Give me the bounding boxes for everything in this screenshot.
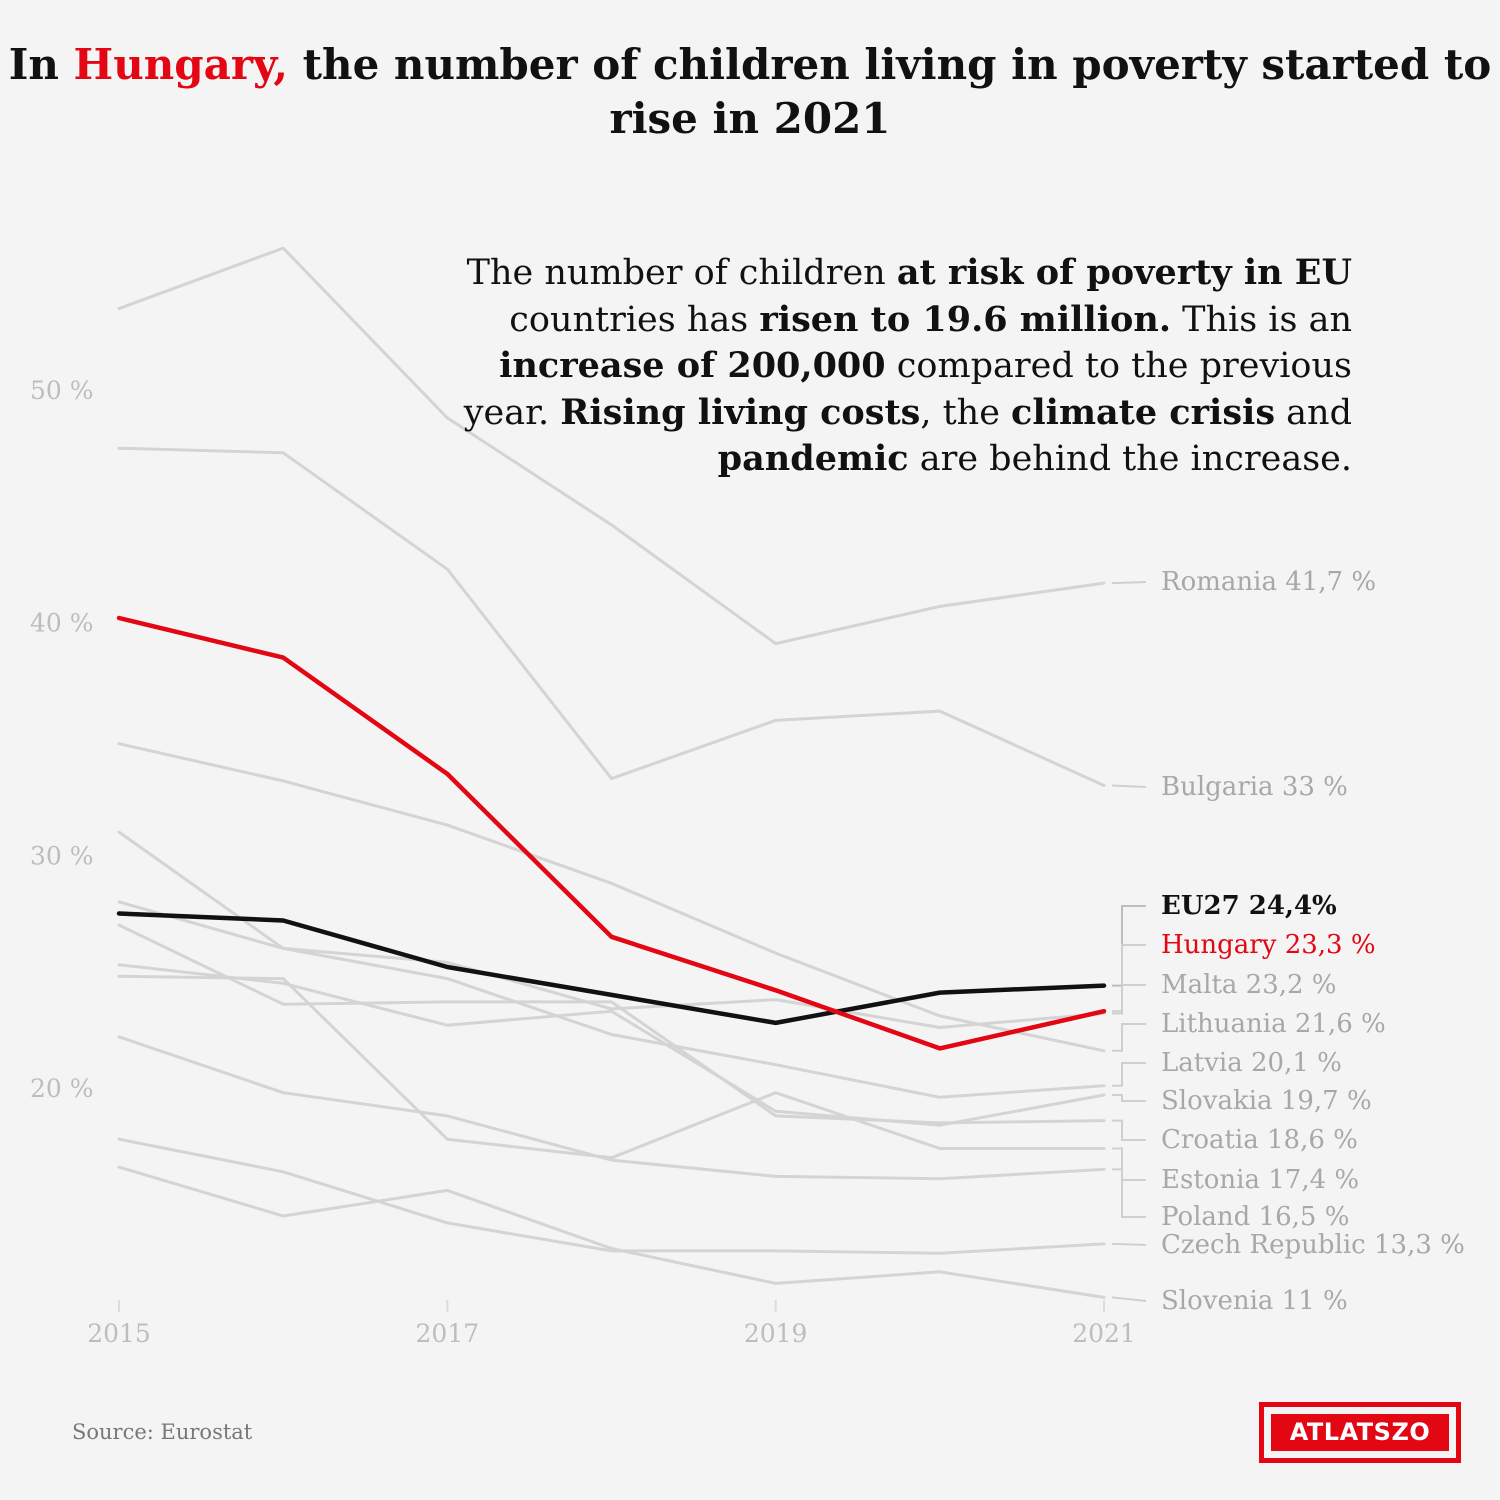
series-line-slovakia — [117, 963, 1106, 1127]
annotation-bold: Rising living costs — [560, 391, 921, 433]
x-tick-label: 2015 — [87, 1319, 151, 1348]
y-tick-label: 50 % — [30, 376, 94, 405]
connector-estonia — [1112, 1147, 1146, 1181]
label-slovenia: Slovenia 11 % — [1161, 1286, 1348, 1316]
connector-hungary — [1112, 944, 1146, 1013]
x-tick-label: 2017 — [416, 1319, 480, 1348]
y-axis: 20 % 30 % 40 % 50 % — [30, 376, 94, 1103]
connector-czech-republic — [1111, 1242, 1147, 1246]
series-line-eu27 — [116, 911, 1107, 1026]
annotation-bold: risen to 19.6 million. — [759, 298, 1172, 340]
label-estonia: Estonia 17,4 % — [1161, 1165, 1359, 1195]
country-lines — [117, 246, 1106, 1299]
atlatszo-logo: ATLATSZO — [1259, 1402, 1461, 1463]
highlight-lines — [116, 615, 1107, 1051]
annotation-bold: increase of 200,000 — [499, 345, 886, 386]
connector-slovakia — [1112, 1094, 1146, 1102]
chart-title: In Hungary, the number of children livin… — [0, 38, 1500, 146]
annotation-bold: pandemic — [717, 438, 909, 479]
label-romania: Romania 41,7 % — [1161, 567, 1376, 597]
label-latvia: Latvia 20,1 % — [1161, 1048, 1342, 1078]
series-line-croatia — [117, 923, 1106, 1125]
annotation-bold: climate crisis — [1011, 391, 1276, 433]
label-malta: Malta 23,2 % — [1161, 970, 1337, 1000]
label-poland: Poland 16,5 % — [1161, 1202, 1349, 1232]
annotation-part: are behind the increase. — [908, 439, 1352, 479]
logo-text: ATLATSZO — [1271, 1414, 1449, 1451]
connector-croatia — [1112, 1119, 1146, 1141]
label-eu27: EU27 24,4% — [1161, 891, 1337, 921]
connector-lithuania — [1112, 1023, 1146, 1052]
series-line-bulgaria — [117, 446, 1106, 787]
series-line-lithuania — [117, 742, 1106, 1053]
y-tick-label: 20 % — [30, 1074, 94, 1103]
y-tick-label: 40 % — [30, 609, 94, 638]
label-bulgaria: Bulgaria 33 % — [1161, 772, 1348, 802]
title-highlight: Hungary, — [73, 40, 289, 89]
label-slovakia: Slovakia 19,7 % — [1161, 1086, 1372, 1116]
annotation-part: , the — [920, 392, 1012, 433]
connector-romania — [1111, 581, 1147, 585]
title-rest: the number of children living in poverty… — [302, 40, 1492, 143]
x-tick-label: 2021 — [1072, 1319, 1136, 1348]
label-lithuania: Lithuania 21,6 % — [1161, 1009, 1386, 1039]
connector-bulgaria — [1111, 784, 1147, 788]
annotation-part: and — [1275, 392, 1352, 433]
annotation-text: The number of children at risk of povert… — [452, 250, 1352, 483]
label-connectors — [1111, 581, 1147, 1302]
connector-slovenia — [1111, 1296, 1147, 1302]
series-line-slovenia — [117, 1165, 1106, 1299]
title-prefix: In — [8, 40, 59, 89]
x-axis: 2015 2017 2019 2021 — [87, 1300, 1136, 1348]
y-tick-label: 30 % — [30, 841, 94, 870]
connector-latvia — [1112, 1062, 1146, 1087]
annotation-part: This is an — [1171, 299, 1352, 340]
source-note: Source: Eurostat — [72, 1420, 253, 1444]
x-tick-label: 2019 — [744, 1319, 808, 1348]
series-line-latvia — [117, 830, 1106, 1099]
label-croatia: Croatia 18,6 % — [1161, 1125, 1358, 1155]
series-line-hungary — [116, 615, 1107, 1051]
annotation-part: compared to the previous year. — [463, 346, 1352, 433]
connector-malta — [1112, 984, 1146, 1015]
label-czech-republic: Czech Republic 13,3 % — [1161, 1230, 1465, 1260]
connector-poland — [1112, 1168, 1146, 1218]
series-line-czech-republic — [117, 1137, 1106, 1255]
annotation-part: The number of children — [466, 253, 897, 293]
series-line-romania — [117, 246, 1106, 646]
label-hungary: Hungary 23,3 % — [1161, 930, 1376, 960]
series-labels: Romania 41,7 % Bulgaria 33 % EU27 24,4% Hun… — [1161, 567, 1465, 1316]
annotation-bold: at risk of poverty in EU — [896, 252, 1352, 293]
annotation-part: countries has — [509, 299, 760, 340]
series-line-poland — [117, 1035, 1106, 1181]
series-line-estonia — [117, 974, 1106, 1160]
